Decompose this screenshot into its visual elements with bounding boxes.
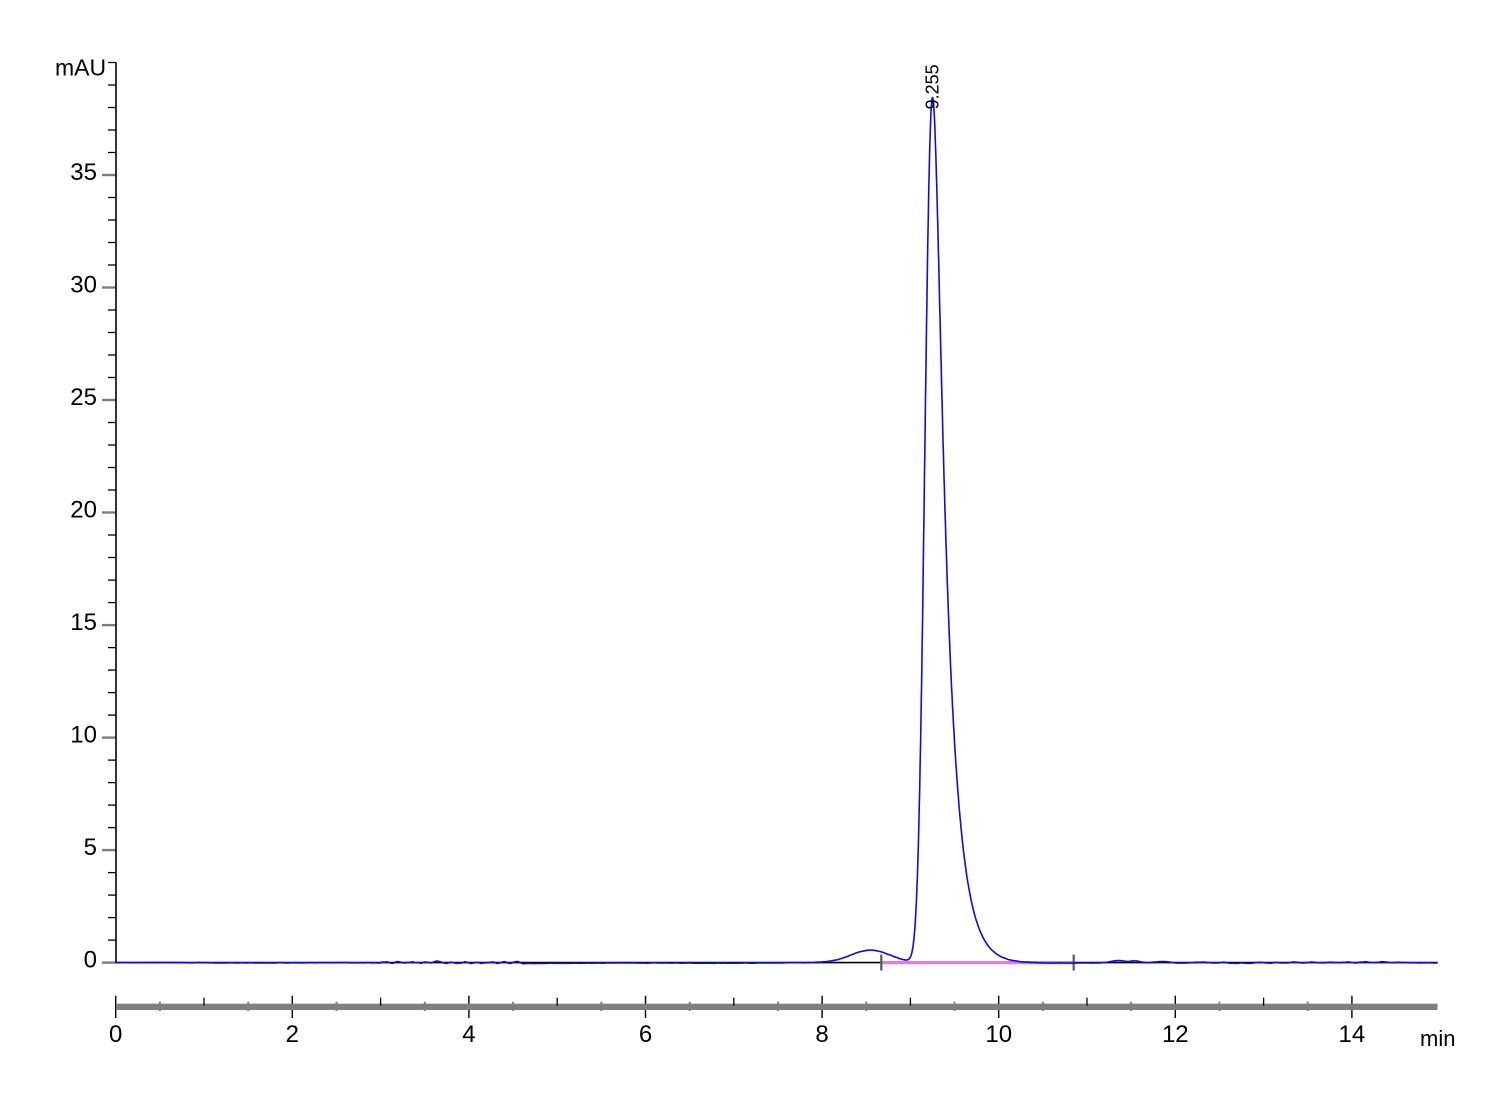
svg-text:8: 8	[815, 1021, 828, 1048]
svg-text:4: 4	[462, 1021, 475, 1048]
svg-text:30: 30	[70, 272, 97, 299]
svg-text:25: 25	[70, 384, 97, 411]
svg-text:35: 35	[70, 159, 97, 186]
svg-text:15: 15	[70, 609, 97, 636]
svg-text:5: 5	[84, 834, 97, 861]
svg-text:2: 2	[286, 1021, 299, 1048]
svg-text:min: min	[1420, 1026, 1455, 1051]
svg-text:12: 12	[1162, 1021, 1189, 1048]
svg-text:10: 10	[985, 1021, 1012, 1048]
svg-text:10: 10	[70, 722, 97, 749]
svg-text:14: 14	[1339, 1021, 1366, 1048]
svg-text:20: 20	[70, 497, 97, 524]
svg-text:9.255: 9.255	[923, 64, 943, 109]
svg-text:6: 6	[639, 1021, 652, 1048]
svg-text:0: 0	[84, 947, 97, 974]
svg-text:mAU: mAU	[55, 55, 106, 81]
svg-text:0: 0	[109, 1021, 122, 1048]
